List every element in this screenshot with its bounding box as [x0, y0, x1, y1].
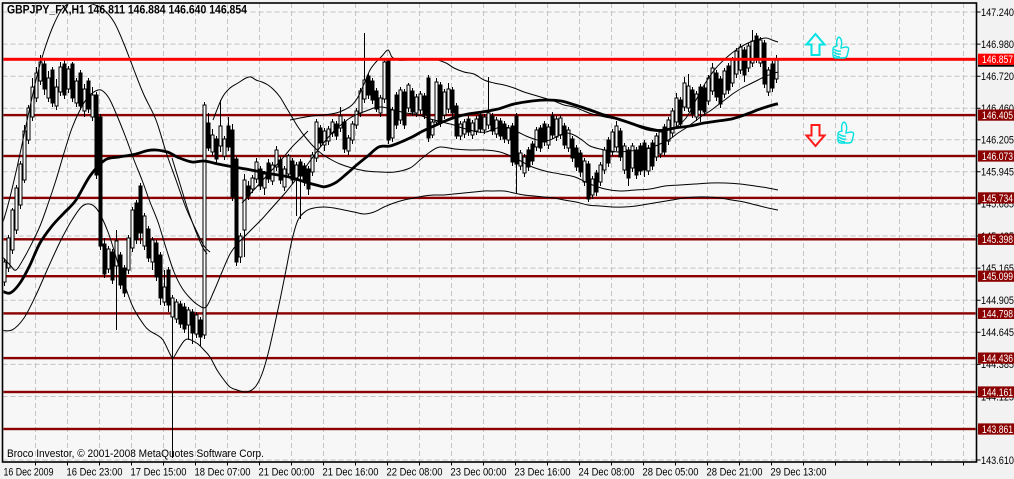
svg-text:144.798: 144.798 — [982, 308, 1013, 320]
svg-text:23 Dec 00:00: 23 Dec 00:00 — [451, 467, 507, 479]
svg-text:144.161: 144.161 — [982, 387, 1013, 399]
svg-text:146.205: 146.205 — [981, 135, 1014, 147]
svg-text:21 Dec 00:00: 21 Dec 00:00 — [259, 467, 315, 479]
svg-text:18 Dec 07:00: 18 Dec 07:00 — [195, 467, 251, 479]
svg-text:28 Dec 21:00: 28 Dec 21:00 — [707, 467, 763, 479]
svg-text:145.099: 145.099 — [982, 271, 1013, 283]
svg-text:21 Dec 16:00: 21 Dec 16:00 — [323, 467, 379, 479]
svg-text:29 Dec 13:00: 29 Dec 13:00 — [771, 467, 827, 479]
svg-text:144.905: 144.905 — [981, 295, 1014, 307]
svg-text:146.720: 146.720 — [981, 71, 1014, 83]
svg-text:28 Dec 05:00: 28 Dec 05:00 — [643, 467, 699, 479]
svg-text:Broco Investor, © 2001-2008 Me: Broco Investor, © 2001-2008 MetaQuotes S… — [7, 448, 264, 460]
svg-text:146.857: 146.857 — [982, 54, 1013, 66]
svg-text:GBPJPY_FX,H1 146.811 146.884: GBPJPY_FX,H1 146.811 146.884 146.640 146… — [7, 3, 247, 17]
svg-text:146.980: 146.980 — [981, 39, 1014, 51]
svg-text:24 Dec 08:00: 24 Dec 08:00 — [579, 467, 635, 479]
svg-text:16 Dec 2009: 16 Dec 2009 — [4, 467, 54, 479]
svg-text:146.073: 146.073 — [982, 151, 1013, 163]
svg-text:145.734: 145.734 — [982, 193, 1013, 205]
svg-text:16 Dec 23:00: 16 Dec 23:00 — [67, 467, 123, 479]
svg-text:146.405: 146.405 — [982, 110, 1013, 122]
svg-text:22 Dec 08:00: 22 Dec 08:00 — [387, 467, 443, 479]
svg-text:143.861: 143.861 — [982, 424, 1013, 436]
svg-text:144.645: 144.645 — [981, 327, 1014, 339]
svg-text:144.436: 144.436 — [982, 353, 1013, 365]
svg-text:147.240: 147.240 — [981, 7, 1014, 19]
svg-text:17 Dec 15:00: 17 Dec 15:00 — [131, 467, 187, 479]
svg-text:143.610: 143.610 — [981, 455, 1014, 467]
svg-text:145.945: 145.945 — [981, 167, 1014, 179]
svg-text:145.398: 145.398 — [982, 234, 1013, 246]
svg-text:23 Dec 16:00: 23 Dec 16:00 — [515, 467, 571, 479]
